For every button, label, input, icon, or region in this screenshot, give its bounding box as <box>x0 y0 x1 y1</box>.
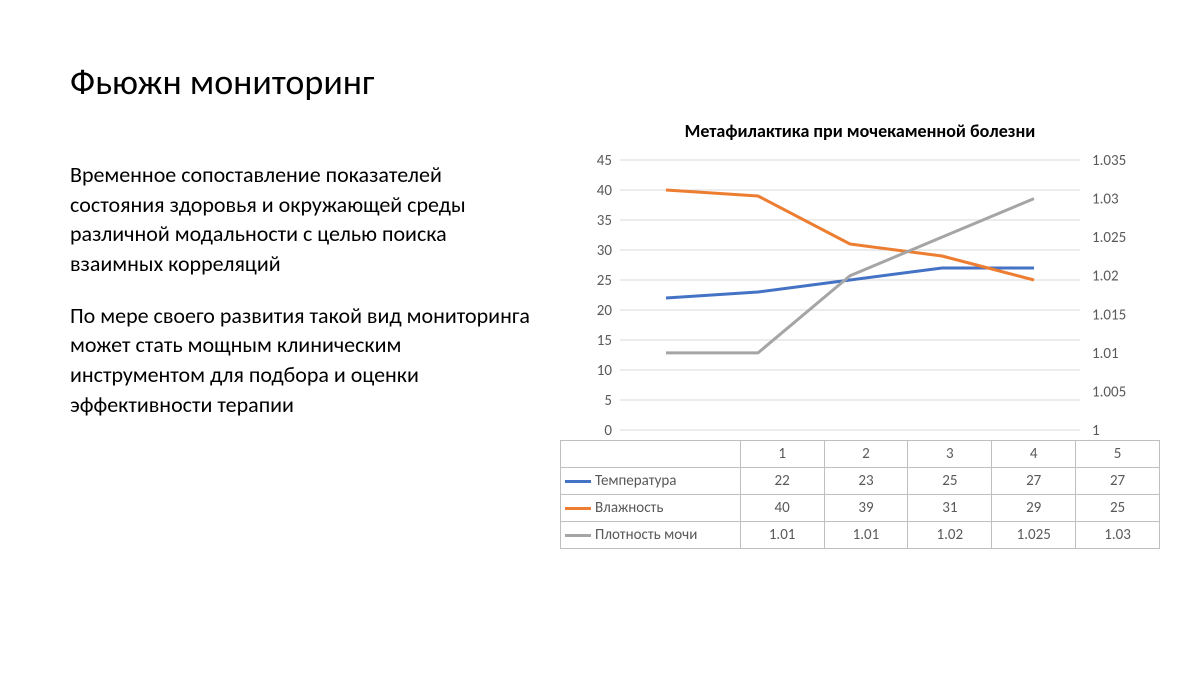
svg-text:1.035: 1.035 <box>1092 152 1126 170</box>
table-blank-cell <box>561 441 741 468</box>
chart-plot: 0 5 10 15 20 25 30 35 40 45 1 1.005 1.01 1.015 1.02 1.0… <box>560 150 1160 440</box>
series-name-cell: Влажность <box>561 495 741 522</box>
table-value-cell: 23 <box>824 468 908 495</box>
paragraph-1: Временное сопоставление показателей сост… <box>70 160 530 279</box>
legend-swatch-icon <box>565 507 591 510</box>
svg-text:10: 10 <box>597 362 613 380</box>
series-name-cell: Плотность мочи <box>561 522 741 549</box>
table-category-cell: 3 <box>908 441 992 468</box>
svg-text:1.01: 1.01 <box>1092 345 1119 363</box>
table-value-cell: 22 <box>740 468 824 495</box>
svg-text:45: 45 <box>597 152 612 170</box>
chart-data-table: 12345Температура2223252727Влажность40393… <box>560 440 1160 549</box>
table-value-cell: 1.03 <box>1076 522 1160 549</box>
series-label: Плотность мочи <box>595 526 697 544</box>
svg-text:1.025: 1.025 <box>1092 229 1126 247</box>
series-line <box>666 190 1034 280</box>
table-value-cell: 40 <box>740 495 824 522</box>
svg-text:0: 0 <box>604 422 612 440</box>
table-value-cell: 39 <box>824 495 908 522</box>
series-name-cell: Температура <box>561 468 741 495</box>
series-line <box>666 268 1034 298</box>
svg-text:1.005: 1.005 <box>1092 383 1126 401</box>
svg-text:25: 25 <box>597 272 612 290</box>
table-row: Температура2223252727 <box>561 468 1160 495</box>
svg-text:35: 35 <box>597 212 612 230</box>
chart-title: Метафилактика при мочекаменной болезни <box>560 120 1160 142</box>
svg-text:1.015: 1.015 <box>1092 306 1126 324</box>
table-value-cell: 31 <box>908 495 992 522</box>
series-label: Температура <box>595 472 676 490</box>
table-value-cell: 1.01 <box>740 522 824 549</box>
svg-text:20: 20 <box>597 302 613 320</box>
series-line <box>666 199 1034 353</box>
table-value-cell: 27 <box>992 468 1076 495</box>
table-header-row: 12345 <box>561 441 1160 468</box>
table-category-cell: 2 <box>824 441 908 468</box>
paragraph-2: По мере своего развития такой вид монито… <box>70 301 530 420</box>
svg-text:40: 40 <box>597 182 613 200</box>
table-row: Плотность мочи1.011.011.021.0251.03 <box>561 522 1160 549</box>
legend-swatch-icon <box>565 534 591 537</box>
table-row: Влажность 4039312925 <box>561 495 1160 522</box>
svg-text:1.02: 1.02 <box>1092 268 1119 286</box>
svg-text:15: 15 <box>597 332 612 350</box>
table-value-cell: 29 <box>992 495 1076 522</box>
svg-text:5: 5 <box>604 392 612 410</box>
page-title: Фьюжн мониторинг <box>70 60 374 104</box>
slide: Фьюжн мониторинг Временное сопоставление… <box>0 0 1200 675</box>
table-category-cell: 1 <box>740 441 824 468</box>
table-value-cell: 25 <box>1076 495 1160 522</box>
table-value-cell: 1.01 <box>824 522 908 549</box>
table-category-cell: 5 <box>1076 441 1160 468</box>
svg-text:1: 1 <box>1092 422 1100 440</box>
table-value-cell: 1.02 <box>908 522 992 549</box>
table-value-cell: 1.025 <box>992 522 1076 549</box>
table-category-cell: 4 <box>992 441 1076 468</box>
body-text: Временное сопоставление показателей сост… <box>70 160 530 442</box>
legend-swatch-icon <box>565 480 591 483</box>
chart-container: Метафилактика при мочекаменной болезни 0… <box>560 120 1160 549</box>
svg-text:1.03: 1.03 <box>1092 191 1119 209</box>
svg-text:30: 30 <box>597 242 613 260</box>
table-value-cell: 25 <box>908 468 992 495</box>
chart-svg: 0 5 10 15 20 25 30 35 40 45 1 1.005 1.01 1.015 1.02 1.0… <box>560 150 1140 440</box>
series-label: Влажность <box>595 499 663 517</box>
table-value-cell: 27 <box>1076 468 1160 495</box>
